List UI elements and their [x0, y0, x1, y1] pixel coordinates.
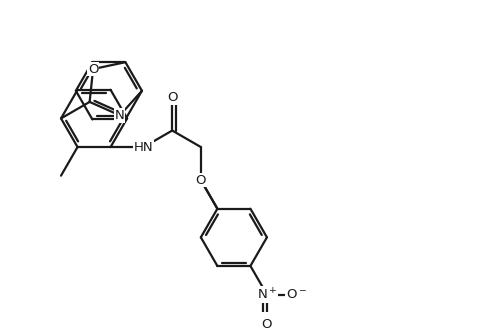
Text: HN: HN	[134, 141, 154, 153]
Text: O: O	[88, 63, 98, 76]
Text: O$^-$: O$^-$	[286, 288, 307, 301]
Text: N$^+$: N$^+$	[257, 287, 277, 302]
Text: O: O	[167, 91, 177, 104]
Text: N: N	[115, 109, 125, 122]
Text: O: O	[261, 318, 272, 330]
Text: O: O	[195, 174, 206, 186]
